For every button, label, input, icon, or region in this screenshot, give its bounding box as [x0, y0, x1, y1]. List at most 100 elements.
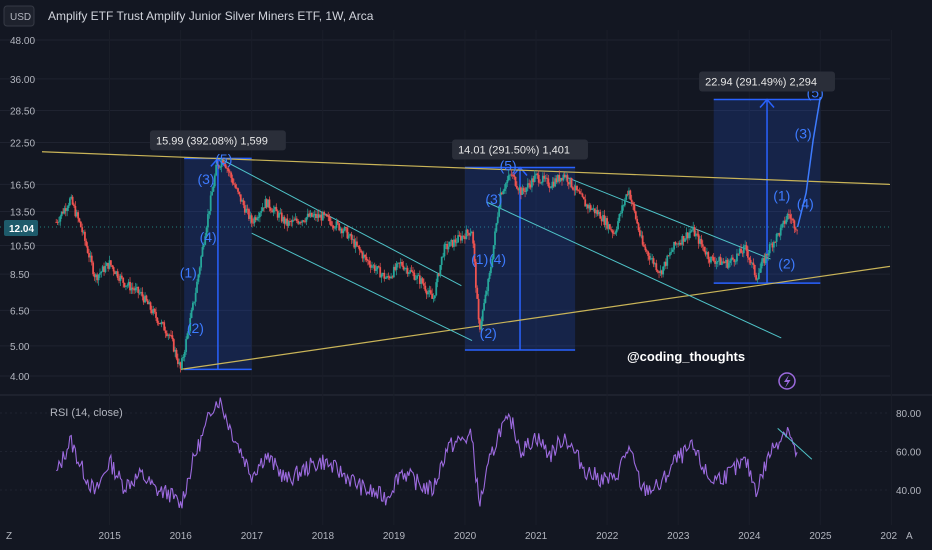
- candle: [483, 299, 485, 312]
- candle-body: [670, 251, 673, 253]
- candle-body: [499, 192, 502, 208]
- candle-body: [315, 213, 317, 219]
- candle: [70, 194, 73, 200]
- candle: [626, 190, 629, 197]
- candle: [418, 270, 421, 289]
- candle: [607, 221, 610, 234]
- rsi-axis[interactable]: 80.00 60.00 40.00: [896, 409, 921, 497]
- candle: [287, 220, 290, 228]
- candle-body: [77, 212, 79, 219]
- candle-body: [205, 227, 208, 237]
- candle-body: [286, 218, 289, 226]
- candle-body: [353, 239, 356, 248]
- candle-body: [289, 221, 291, 222]
- candle-body: [88, 252, 90, 258]
- candle-body: [114, 271, 116, 275]
- candle: [569, 177, 572, 188]
- candle: [618, 213, 621, 224]
- candle-body: [582, 196, 585, 200]
- candle: [86, 242, 89, 254]
- candle-body: [518, 187, 521, 191]
- candle-body: [569, 177, 572, 185]
- candle: [595, 206, 598, 217]
- candle-body: [671, 249, 674, 252]
- candle: [372, 263, 375, 269]
- channel-line: [219, 157, 462, 287]
- candle: [700, 234, 703, 248]
- candle: [320, 211, 323, 226]
- candle-body: [603, 215, 606, 225]
- candle-body: [276, 211, 279, 218]
- candle: [71, 194, 74, 206]
- candle-body: [386, 276, 388, 279]
- candle-body: [544, 177, 547, 179]
- candle-body: [753, 264, 756, 276]
- candle-body: [144, 295, 146, 303]
- candle-body: [613, 233, 615, 235]
- candle-body: [485, 291, 488, 295]
- measure-callout: 15.99 (392.08%) 1,599: [149, 130, 286, 151]
- candle-body: [786, 213, 789, 220]
- candle-body: [392, 266, 395, 278]
- candle-body: [729, 260, 732, 263]
- candle: [477, 294, 480, 324]
- time-axis[interactable]: 2015 2016 2017 2018 2019 2020 2021 2022 2023 2024…: [99, 531, 898, 542]
- lightning-icon[interactable]: [778, 372, 796, 390]
- candle-body: [407, 272, 410, 274]
- candle: [97, 274, 100, 286]
- candle: [279, 207, 282, 215]
- candle-body: [183, 351, 186, 357]
- callout-text: 15.99 (392.08%) 1,599: [156, 135, 268, 147]
- candle: [137, 286, 140, 299]
- x-tick-label: 2024: [738, 531, 761, 542]
- candle: [572, 186, 574, 191]
- candle: [261, 203, 264, 212]
- candle-body: [712, 257, 715, 261]
- candle: [120, 272, 123, 280]
- candle: [398, 262, 401, 269]
- candle-body: [566, 175, 569, 183]
- candle-body: [215, 164, 218, 176]
- candle-body: [455, 242, 458, 244]
- currency-badge[interactable]: [3, 5, 35, 27]
- candle: [689, 228, 692, 239]
- candle-body: [536, 173, 539, 175]
- candle: [103, 262, 105, 276]
- candle-body: [704, 251, 707, 255]
- candle-body: [567, 182, 570, 185]
- candle-body: [338, 223, 341, 231]
- candle: [315, 210, 317, 222]
- candle-body: [762, 258, 764, 262]
- candle-body: [515, 185, 518, 189]
- candle-body: [520, 187, 522, 195]
- candle-body: [480, 321, 483, 330]
- candle-body: [331, 225, 334, 227]
- candle: [182, 353, 185, 362]
- candle-body: [412, 271, 414, 273]
- candle-body: [369, 264, 372, 268]
- candle-body: [626, 194, 629, 196]
- candle: [79, 221, 82, 228]
- candle: [58, 216, 60, 226]
- candle-body: [607, 224, 610, 229]
- candle: [474, 259, 477, 293]
- candle: [388, 275, 391, 281]
- measure-arrowhead: [759, 98, 775, 109]
- candle-body: [550, 187, 552, 189]
- candle-body: [323, 212, 326, 215]
- candle-body: [278, 213, 280, 218]
- candle-body: [555, 178, 558, 183]
- rsi-trendline: [777, 428, 813, 460]
- candle-body: [226, 168, 228, 169]
- candle-body: [785, 219, 788, 224]
- candle: [204, 232, 207, 246]
- candle: [777, 232, 779, 237]
- candle: [673, 241, 675, 255]
- candle: [528, 179, 531, 189]
- candle: [677, 241, 680, 248]
- corner-right: A: [906, 531, 913, 542]
- candle: [643, 242, 645, 248]
- y-tick-label: 4.00: [10, 372, 30, 383]
- price-axis[interactable]: 48.00 36.00 28.50 22.50 16.50 13.50 10.50 8.50 6…: [10, 36, 35, 383]
